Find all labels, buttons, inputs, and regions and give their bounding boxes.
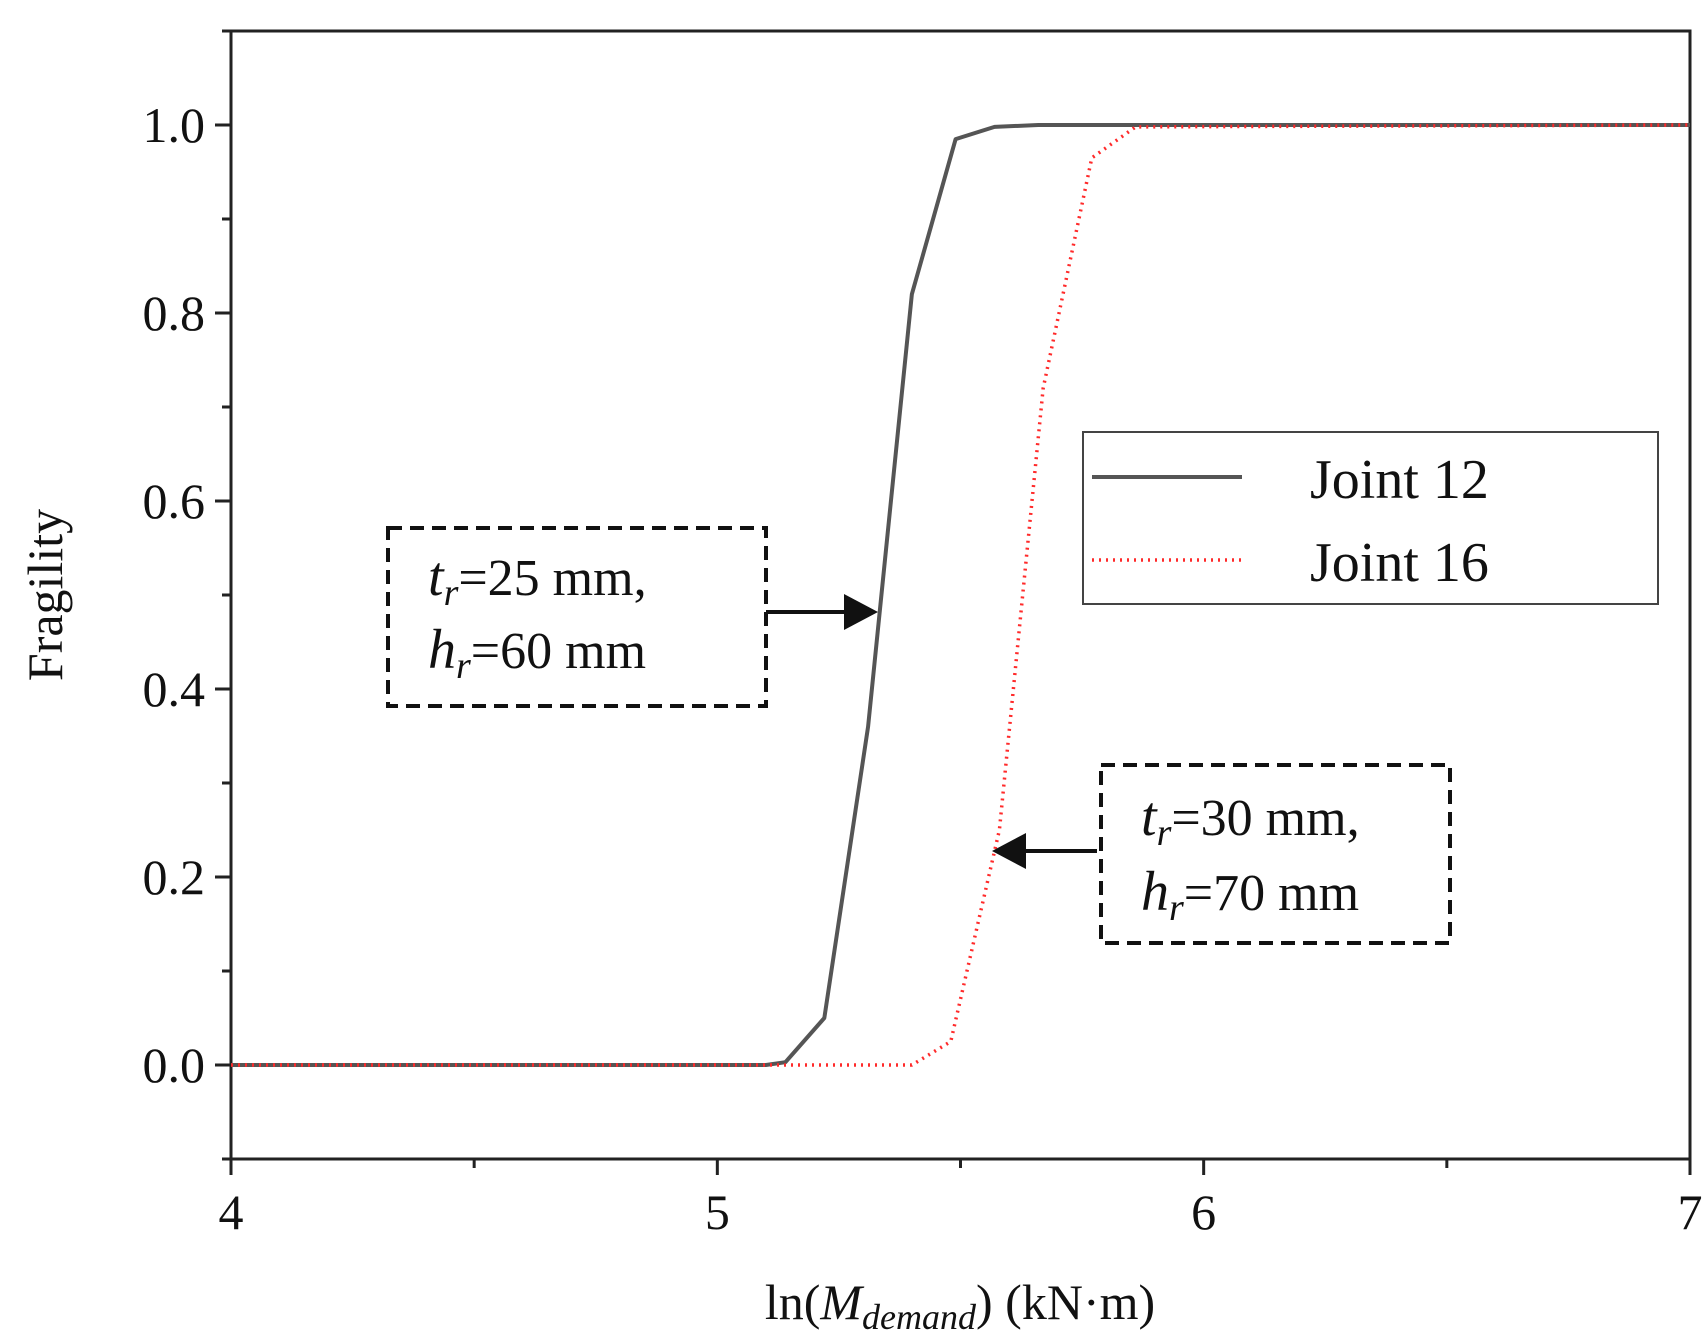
annotation-symbol: t [1141,786,1158,848]
series-layer [231,123,1691,1067]
y-tick-label: 0.0 [143,1037,206,1093]
y-tick-label: 0.4 [143,661,206,717]
x-tick-label: 5 [705,1184,730,1240]
legend-label-joint-16: Joint 16 [1310,532,1489,594]
annotation-symbol: h [1141,861,1169,923]
annotation-subscript: r [456,645,471,687]
x-axis-title: ln(Mdemand) (kN·m) [765,1274,1155,1337]
annotation-joint-12: tr=25 mm, hr=60 mm [386,526,878,708]
annotation-arrowhead-joint-12 [844,594,878,630]
annotation-box-joint-16 [1099,763,1452,945]
annotation-value: =25 mm, [458,550,646,607]
y-tick-label: 1.0 [143,97,206,153]
x-axis-title-suffix: ) (kN·m) [976,1274,1155,1330]
legend-label-joint-12: Joint 12 [1310,449,1489,511]
annotation-arrowhead-joint-16 [992,833,1026,869]
annotation-symbol: h [428,619,456,681]
series-line-joint-12 [231,123,1690,1067]
annotation-line-1-joint-12: tr=25 mm, [428,546,647,614]
x-tick-label: 7 [1678,1184,1703,1240]
x-axis-title-prefix: ln( [765,1274,821,1330]
annotation-line-1-joint-16: tr=30 mm, [1141,786,1360,854]
annotation-value: =60 mm [471,623,646,680]
annotation-box-joint-12 [386,526,768,708]
x-tick-label: 6 [1191,1184,1216,1240]
y-tick-label: 0.6 [143,473,206,529]
annotation-line-2-joint-12: hr=60 mm [428,619,646,687]
y-tick-label: 0.2 [143,849,206,905]
annotation-line-2-joint-16: hr=70 mm [1141,861,1359,929]
x-axis-title-symbol: M [819,1274,864,1330]
legend: Joint 12 Joint 16 [1082,431,1659,605]
y-axis-title: Fragility [17,509,73,681]
x-tick-label: 4 [219,1184,244,1240]
annotation-joint-16: tr=30 mm, hr=70 mm [992,763,1452,945]
annotation-subscript: r [444,572,459,614]
y-tick-label: 0.8 [143,285,206,341]
y-axis: 0.0 0.2 0.4 0.6 0.8 1.0 [143,29,231,1161]
x-axis: 4 5 6 7 [219,1159,1703,1240]
x-axis-title-subscript: demand [862,1297,977,1337]
legend-box [1082,431,1659,605]
annotation-symbol: t [428,546,445,608]
annotation-subscript: r [1157,812,1172,854]
annotation-value: =70 mm [1184,865,1359,922]
annotation-value: =30 mm, [1171,790,1359,847]
annotation-subscript: r [1169,887,1184,929]
